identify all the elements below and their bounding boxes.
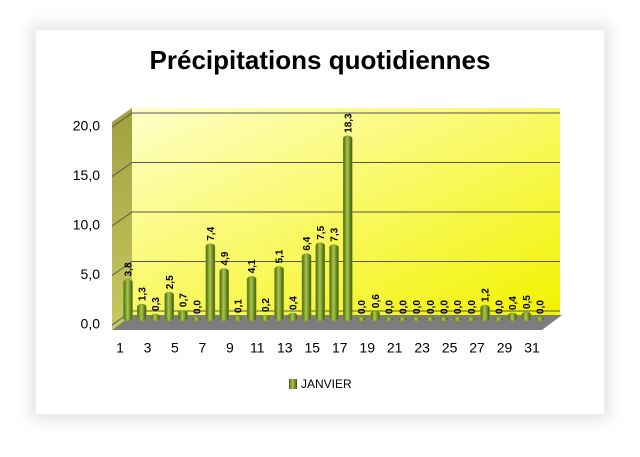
- value-label: 0,0: [467, 300, 478, 314]
- value-label: 0,0: [385, 300, 396, 314]
- value-label: 0,4: [288, 296, 299, 310]
- x-tick-label: 31: [524, 340, 540, 356]
- value-label: 18,3: [343, 113, 354, 133]
- bar: [150, 313, 161, 322]
- value-label: 0,0: [494, 300, 505, 314]
- bar: [260, 314, 271, 322]
- value-label: 1,2: [481, 288, 492, 302]
- bar: [315, 242, 326, 322]
- value-label: 0,0: [412, 300, 423, 314]
- value-label: 0,0: [192, 300, 203, 314]
- bar: [521, 311, 532, 322]
- value-label: 0,2: [261, 298, 272, 312]
- bar: [397, 316, 408, 322]
- bar: [384, 316, 394, 322]
- bar: [191, 316, 202, 322]
- legend-label: JANVIER: [301, 377, 352, 391]
- x-tick-label: 17: [332, 340, 348, 356]
- value-label: 0,0: [398, 300, 409, 314]
- bar: [342, 135, 353, 322]
- value-label: 0,6: [371, 294, 382, 308]
- bar: [425, 316, 435, 322]
- bar: [411, 316, 422, 322]
- x-tick-label: 5: [171, 340, 179, 356]
- bar: [164, 292, 174, 322]
- value-label: 0,5: [522, 295, 533, 309]
- value-label: 4,1: [247, 259, 258, 273]
- bar: [219, 268, 229, 322]
- bar: [233, 315, 243, 322]
- bar: [535, 316, 545, 322]
- value-label: 3,8: [124, 262, 135, 276]
- x-tick-label: 15: [304, 340, 320, 356]
- bar: [370, 310, 380, 322]
- value-label: 0,4: [508, 296, 519, 310]
- value-label: 2,5: [165, 275, 176, 289]
- y-tick-label: 20,0: [73, 118, 100, 134]
- value-label: 0,0: [357, 300, 368, 314]
- value-label: 0,7: [179, 293, 190, 307]
- bar: [356, 316, 367, 322]
- bar: [136, 303, 147, 322]
- x-tick-label: 13: [277, 340, 293, 356]
- x-tick-label: 23: [414, 340, 430, 356]
- x-tick-label: 27: [469, 340, 485, 356]
- value-label: 7,4: [206, 226, 217, 240]
- x-tick-label: 25: [442, 340, 458, 356]
- y-tick-label: 0,0: [81, 316, 101, 332]
- bar: [301, 253, 312, 322]
- x-tick-label: 29: [497, 340, 513, 356]
- x-tick-label: 7: [199, 340, 207, 356]
- x-tick-label: 9: [226, 340, 234, 356]
- y-tick-label: 15,0: [73, 167, 100, 183]
- bar: [452, 316, 463, 322]
- value-label: 1,3: [137, 287, 148, 301]
- grid-line: [111, 112, 560, 128]
- bar: [507, 312, 518, 322]
- x-tick-label: 21: [387, 340, 403, 356]
- chart-title: Précipitations quotidiennes: [150, 45, 491, 75]
- x-tick-label: 19: [359, 340, 375, 356]
- x-tick-label: 1: [116, 340, 124, 356]
- grid-line: [111, 261, 560, 276]
- x-tick-label: 11: [250, 340, 265, 356]
- x-tick-label: 3: [144, 340, 152, 356]
- bar: [205, 243, 216, 322]
- bar: [274, 266, 284, 322]
- value-label: 0,0: [536, 300, 547, 314]
- legend-swatch: [289, 379, 297, 389]
- bar: [246, 276, 257, 322]
- value-label: 6,4: [302, 236, 313, 250]
- bar: [480, 304, 490, 322]
- bar: [329, 244, 339, 322]
- value-label: 0,3: [151, 297, 162, 311]
- bar: [494, 316, 504, 322]
- value-label: 7,5: [316, 225, 327, 239]
- value-label: 0,0: [440, 300, 451, 314]
- value-label: 0,0: [426, 300, 437, 314]
- y-tick-label: 10,0: [73, 217, 100, 233]
- grid-line: [111, 162, 560, 177]
- bar: [439, 316, 449, 322]
- value-label: 0,0: [453, 300, 464, 314]
- bar: [288, 312, 298, 322]
- value-label: 7,3: [330, 227, 341, 241]
- value-label: 5,1: [275, 249, 286, 263]
- bar: [123, 279, 133, 322]
- grid-line: [111, 211, 560, 227]
- value-label: 4,9: [220, 251, 231, 265]
- value-label: 0,1: [234, 299, 245, 313]
- y-tick-label: 5,0: [81, 266, 101, 282]
- bar: [178, 309, 188, 322]
- bar: [466, 316, 477, 322]
